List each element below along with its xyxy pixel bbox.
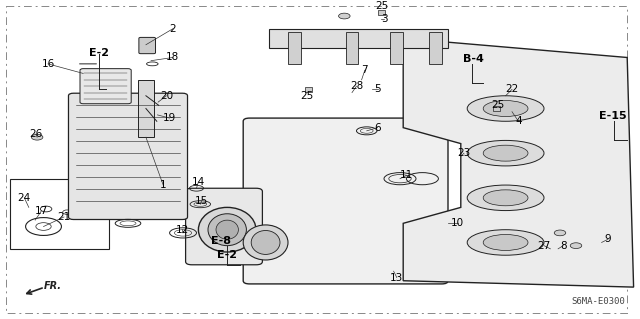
Ellipse shape bbox=[467, 96, 544, 121]
Text: 18: 18 bbox=[166, 53, 179, 63]
Ellipse shape bbox=[251, 231, 280, 255]
Ellipse shape bbox=[483, 234, 528, 250]
Bar bbox=[378, 10, 385, 15]
Polygon shape bbox=[403, 38, 634, 287]
Bar bbox=[493, 106, 500, 111]
Text: 3: 3 bbox=[381, 14, 387, 24]
Text: 7: 7 bbox=[362, 65, 368, 75]
FancyBboxPatch shape bbox=[139, 37, 156, 54]
Text: E-8: E-8 bbox=[211, 236, 231, 246]
Bar bbox=[288, 32, 301, 64]
Circle shape bbox=[31, 134, 43, 140]
FancyBboxPatch shape bbox=[80, 69, 131, 104]
Text: 26: 26 bbox=[29, 129, 42, 139]
Text: 25: 25 bbox=[376, 2, 388, 11]
Text: 25: 25 bbox=[492, 100, 504, 110]
Ellipse shape bbox=[243, 225, 288, 260]
Text: 15: 15 bbox=[195, 196, 208, 206]
Circle shape bbox=[570, 243, 582, 249]
Text: 16: 16 bbox=[42, 59, 54, 69]
Text: 8: 8 bbox=[560, 241, 566, 251]
Text: 27: 27 bbox=[538, 241, 550, 251]
Text: 28: 28 bbox=[350, 81, 363, 91]
Text: 9: 9 bbox=[605, 234, 611, 244]
Text: 17: 17 bbox=[35, 205, 48, 216]
Ellipse shape bbox=[198, 207, 256, 252]
Text: 23: 23 bbox=[458, 148, 470, 158]
FancyBboxPatch shape bbox=[68, 93, 188, 219]
FancyBboxPatch shape bbox=[243, 118, 448, 284]
Bar bbox=[429, 32, 442, 64]
Bar bbox=[10, 179, 109, 249]
Text: 24: 24 bbox=[18, 193, 31, 203]
Text: 4: 4 bbox=[515, 116, 522, 126]
Text: 6: 6 bbox=[374, 122, 381, 133]
Ellipse shape bbox=[467, 140, 544, 166]
Text: B-4: B-4 bbox=[463, 54, 484, 64]
Bar bbox=[305, 87, 312, 92]
Text: 13: 13 bbox=[390, 272, 403, 283]
Text: 10: 10 bbox=[451, 218, 464, 228]
Text: 20: 20 bbox=[160, 91, 173, 101]
Text: E-2: E-2 bbox=[217, 250, 237, 260]
Bar bbox=[138, 80, 154, 137]
Text: 11: 11 bbox=[400, 170, 413, 181]
Text: 21: 21 bbox=[58, 212, 70, 222]
Text: 5: 5 bbox=[374, 85, 381, 94]
Ellipse shape bbox=[483, 100, 528, 116]
Ellipse shape bbox=[467, 230, 544, 255]
Text: 2: 2 bbox=[170, 24, 176, 34]
Bar bbox=[390, 32, 403, 64]
Text: FR.: FR. bbox=[44, 280, 61, 291]
Text: E-2: E-2 bbox=[89, 48, 109, 58]
Text: 1: 1 bbox=[160, 180, 166, 190]
Ellipse shape bbox=[467, 185, 544, 211]
FancyBboxPatch shape bbox=[186, 188, 262, 265]
Ellipse shape bbox=[208, 214, 246, 246]
Text: 19: 19 bbox=[163, 113, 176, 123]
Ellipse shape bbox=[483, 190, 528, 206]
Bar bbox=[346, 32, 358, 64]
Text: 14: 14 bbox=[192, 177, 205, 187]
Text: 25: 25 bbox=[301, 91, 314, 101]
Text: 22: 22 bbox=[506, 85, 518, 94]
Text: E-15: E-15 bbox=[599, 111, 627, 122]
Ellipse shape bbox=[483, 145, 528, 161]
Bar bbox=[269, 29, 448, 48]
Circle shape bbox=[554, 230, 566, 236]
Text: S6MA-E0300: S6MA-E0300 bbox=[572, 297, 625, 306]
Ellipse shape bbox=[216, 220, 238, 239]
Circle shape bbox=[339, 13, 350, 19]
Text: 12: 12 bbox=[176, 225, 189, 235]
